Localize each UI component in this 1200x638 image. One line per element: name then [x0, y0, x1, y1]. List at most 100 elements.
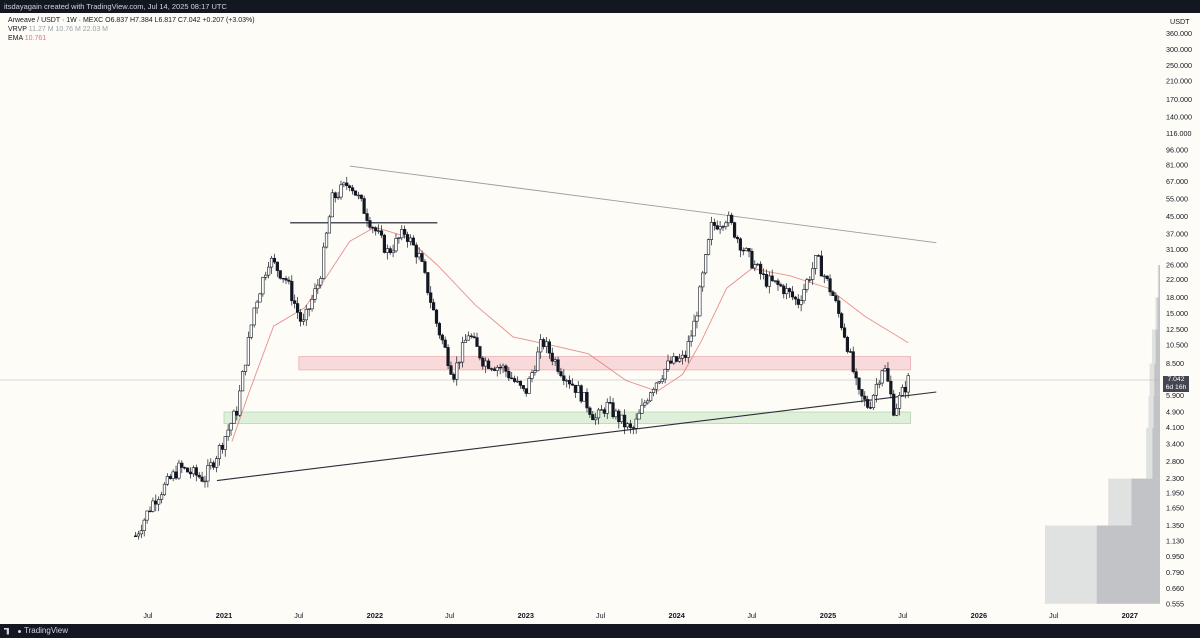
- candle-body: [533, 370, 537, 373]
- candle-body: [819, 255, 823, 277]
- candle-body: [643, 402, 647, 406]
- candle-body: [599, 409, 604, 411]
- candle-body: [148, 510, 152, 513]
- candle-body: [785, 288, 789, 295]
- candle-body: [486, 360, 491, 369]
- price-tick-label: 4.900: [1166, 408, 1184, 417]
- candle-body: [432, 302, 436, 311]
- candle-body: [622, 414, 627, 428]
- price-tick-label: 0.555: [1166, 599, 1184, 608]
- candle-body: [677, 357, 682, 362]
- price-tick-label: 5.900: [1166, 391, 1184, 400]
- candle-body: [764, 274, 769, 287]
- candle-body: [255, 301, 259, 309]
- price-axis: 360.000 300.000 250.000 210.000 170.000 140.0…: [1166, 29, 1192, 608]
- candle-body: [851, 351, 855, 372]
- candle-body: [498, 366, 502, 369]
- candle-body: [429, 292, 433, 303]
- candle-body: [900, 386, 905, 396]
- candle-body: [617, 410, 621, 423]
- candle-body: [831, 291, 835, 296]
- price-tick-label: 300.000: [1166, 45, 1192, 54]
- candle-body: [139, 530, 143, 535]
- candle-body: [136, 533, 141, 537]
- candle-body: [874, 384, 878, 396]
- price-tick-label: 2.300: [1166, 474, 1184, 483]
- candle-body: [460, 342, 465, 363]
- volume-profile-bar-value-area: [1157, 297, 1160, 330]
- candle-body: [145, 510, 149, 521]
- price-tick-label: 210.000: [1166, 77, 1192, 86]
- volume-profile-bar-value-area: [1154, 363, 1160, 396]
- candle-body: [151, 500, 155, 512]
- candle-body: [871, 395, 876, 408]
- candle-body: [657, 381, 661, 384]
- candle-body: [301, 319, 305, 322]
- candle-body: [452, 374, 456, 380]
- candle-body: [799, 300, 803, 305]
- candle-body: [568, 380, 572, 385]
- candle-body: [374, 227, 378, 232]
- candle-body: [611, 402, 615, 418]
- volume-profile-bar-value-area: [1152, 427, 1160, 479]
- candle-body: [243, 364, 248, 372]
- candle-body: [403, 229, 407, 235]
- price-tick-label: 18.000: [1166, 293, 1188, 302]
- tradingview-logo[interactable]: TradingView: [4, 624, 68, 638]
- candle-body: [779, 284, 783, 287]
- candle-body: [365, 213, 369, 221]
- candle-body: [420, 253, 424, 262]
- candle-body: [541, 339, 546, 347]
- candle-body: [322, 246, 326, 279]
- candle-body: [704, 254, 708, 274]
- candle-body: [868, 407, 873, 409]
- candle-body: [651, 388, 656, 394]
- price-tick-label: 360.000: [1166, 29, 1192, 38]
- candle-body: [469, 335, 473, 337]
- legend-ema-row[interactable]: EMA 10.761: [8, 34, 255, 43]
- candle-body: [718, 226, 722, 230]
- time-axis: Jul 2021 Jul 2022 Jul 2023 Jul 2024 Jul 2025 Jul 20…: [143, 611, 1138, 620]
- candle-body: [660, 378, 664, 382]
- candle-body: [295, 303, 300, 313]
- candle-body: [261, 277, 265, 295]
- candle-body: [214, 458, 219, 468]
- candle-body: [802, 289, 806, 301]
- candle-body: [724, 222, 728, 227]
- candle-body: [793, 296, 797, 300]
- candle-body: [588, 407, 592, 415]
- ohlc-values: O6.837 H7.384 L6.817 C7.042 +0.207 (+3.0…: [105, 17, 255, 24]
- candle-body: [822, 275, 826, 278]
- candle-body: [229, 423, 233, 431]
- candle-body: [816, 255, 821, 257]
- candle-body: [637, 412, 641, 420]
- candle-body: [756, 263, 760, 266]
- symbol-label[interactable]: Arweave / USDT · 1W · MEXC: [8, 17, 104, 24]
- candle-body: [675, 356, 679, 362]
- legend-vrvp-row[interactable]: VRVP 11.27 M 10.76 M 22.03 M: [8, 25, 255, 34]
- candle-body: [735, 236, 740, 240]
- candle-body: [521, 385, 525, 389]
- candle-body: [304, 308, 308, 321]
- candle-body: [507, 371, 511, 379]
- candle-body: [790, 291, 795, 298]
- candle-body: [162, 483, 167, 496]
- price-tick-label: 0.790: [1166, 568, 1184, 577]
- candle-body: [689, 335, 693, 342]
- candle-body: [813, 255, 818, 269]
- candle-body: [414, 244, 418, 258]
- candle-body: [721, 226, 725, 228]
- candle-body: [669, 360, 673, 364]
- price-tick-label: 1.950: [1166, 489, 1184, 498]
- candle-body: [345, 182, 349, 187]
- candle-body: [544, 341, 549, 347]
- candle-body: [394, 238, 398, 252]
- candle-body: [747, 248, 751, 252]
- candle-body: [536, 351, 540, 372]
- candle-body: [333, 192, 337, 199]
- candle-body: [278, 270, 282, 279]
- candle-body: [449, 365, 453, 375]
- candle-body: [857, 377, 861, 390]
- candle-body: [307, 308, 311, 310]
